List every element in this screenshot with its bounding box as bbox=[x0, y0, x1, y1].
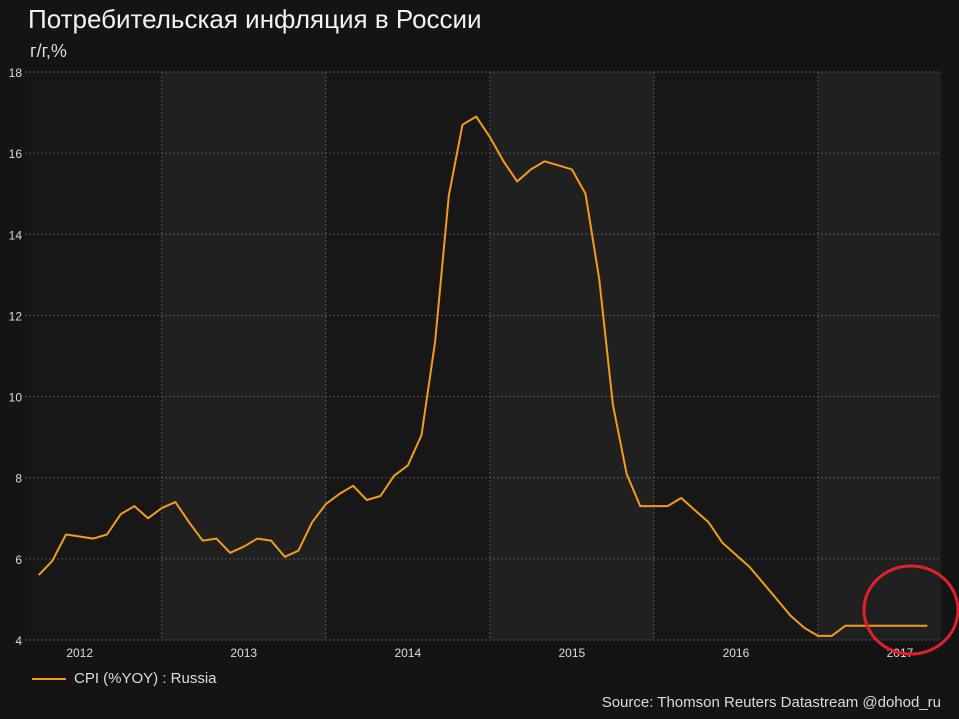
x-tick-label: 2012 bbox=[66, 646, 93, 660]
background-band bbox=[25, 72, 162, 640]
legend-label: CPI (%YOY) : Russia bbox=[74, 670, 217, 687]
x-tick-label: 2015 bbox=[559, 646, 586, 660]
background-band bbox=[161, 72, 326, 640]
y-tick-label: 6 bbox=[15, 553, 22, 567]
chart-unit-label: г/г,% bbox=[30, 41, 67, 61]
chart-legend: CPI (%YOY) : Russia bbox=[32, 670, 217, 687]
y-tick-label: 16 bbox=[9, 147, 23, 161]
y-tick-label: 12 bbox=[9, 309, 23, 323]
legend-swatch bbox=[32, 677, 66, 680]
chart-title: Потребительская инфляция в России bbox=[28, 4, 482, 34]
background-band bbox=[653, 72, 818, 640]
highlight-circle-annotation bbox=[862, 564, 959, 656]
x-tick-label: 2013 bbox=[230, 646, 257, 660]
y-tick-label: 8 bbox=[15, 472, 22, 486]
x-tick-label: 2016 bbox=[723, 646, 750, 660]
background-band bbox=[489, 72, 654, 640]
y-tick-label: 14 bbox=[9, 228, 23, 242]
y-tick-label: 10 bbox=[9, 391, 23, 405]
y-tick-label: 18 bbox=[9, 66, 23, 80]
background-band bbox=[817, 72, 941, 640]
source-note: Source: Thomson Reuters Datastream @doho… bbox=[601, 694, 941, 711]
background-band bbox=[325, 72, 490, 640]
y-tick-label: 4 bbox=[15, 634, 22, 648]
cpi-series-line bbox=[37, 115, 928, 637]
x-tick-label: 2014 bbox=[394, 646, 421, 660]
